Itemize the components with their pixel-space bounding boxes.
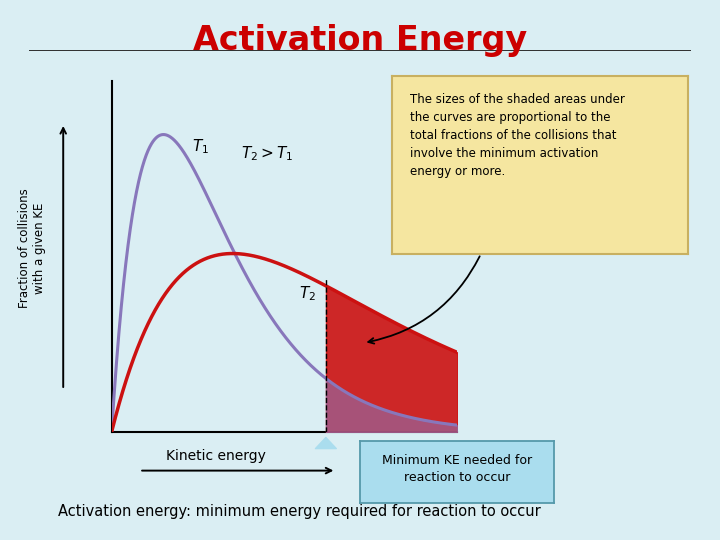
Text: $\mathit{T}_2 > \mathit{T}_1$: $\mathit{T}_2 > \mathit{T}_1$: [241, 144, 293, 163]
Text: Kinetic energy: Kinetic energy: [166, 449, 266, 463]
Text: Fraction of collisions
with a given KE: Fraction of collisions with a given KE: [19, 188, 46, 308]
Text: The sizes of the shaded areas under
the curves are proportional to the
total fra: The sizes of the shaded areas under the …: [410, 93, 625, 178]
Text: Activation Energy: Activation Energy: [193, 24, 527, 57]
Text: Minimum KE needed for
reaction to occur: Minimum KE needed for reaction to occur: [382, 454, 532, 484]
Text: Activation energy: minimum energy required for reaction to occur: Activation energy: minimum energy requir…: [58, 504, 540, 519]
Text: $\mathit{T}_1$: $\mathit{T}_1$: [192, 137, 209, 156]
Text: $\mathit{T}_2$: $\mathit{T}_2$: [299, 284, 316, 303]
